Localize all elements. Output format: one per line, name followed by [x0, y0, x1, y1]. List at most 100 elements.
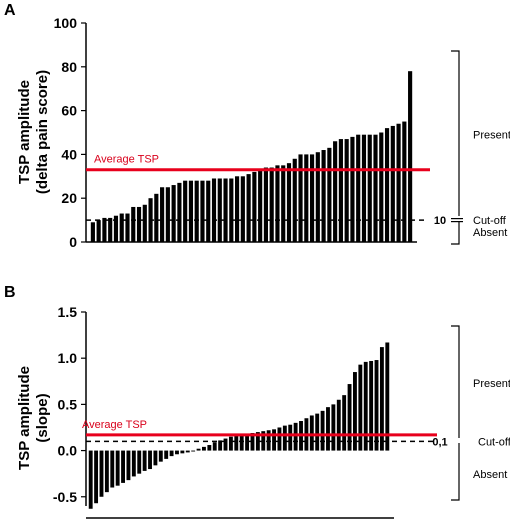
panel-a-bar	[96, 220, 101, 242]
panel-a-cutoff-text: Cut-off	[473, 215, 507, 227]
panel-b-bar	[245, 433, 250, 451]
panel-b-bar	[196, 448, 201, 451]
panel-b-bar	[202, 446, 206, 451]
panel-b-average-label: Average TSP	[82, 419, 147, 431]
panel-b-bar	[288, 424, 293, 451]
panel-b-bar	[169, 450, 174, 457]
panel-a-bar	[263, 167, 268, 242]
panel-b-bar	[336, 399, 341, 451]
panel-a-bar	[206, 180, 211, 242]
panel-b-bar	[239, 434, 244, 451]
panel-b-y-tick-label: 0.5	[58, 396, 78, 412]
panel-b-bar	[153, 450, 158, 466]
panel-a-bar	[188, 180, 194, 242]
panel-b-bar	[234, 435, 239, 451]
panel-a-bar	[102, 217, 107, 242]
panel-b-bar	[272, 429, 276, 451]
panel-b-label: B	[4, 284, 16, 301]
panel-b-bar	[94, 450, 99, 504]
panel-a-y-tick-label: 20	[61, 190, 77, 206]
panel-b-bracket	[451, 325, 460, 501]
panel-a-y-tick-label: 40	[61, 146, 77, 162]
panel-a-bar	[379, 132, 384, 242]
panel-a-bar	[269, 167, 274, 242]
panel-a-bar	[154, 193, 159, 242]
panel-a-bar	[183, 180, 188, 242]
panel-a-y-tick-label: 60	[61, 103, 77, 119]
panel-a-bar	[258, 169, 263, 242]
panel-a-ylabel-line2: (delta pain score)	[34, 70, 51, 194]
panel-a-bar	[367, 134, 372, 242]
panel-a-bar	[327, 147, 332, 242]
panel-b-bar	[137, 450, 142, 474]
panel-a-bar	[229, 178, 234, 242]
panel-a-ylabel-line1: TSP amplitude	[16, 80, 33, 184]
panel-b-bar	[164, 450, 169, 459]
panel-a-bar	[321, 150, 326, 242]
panel-a-absent-label: Absent	[473, 227, 507, 239]
panel-a-bar	[338, 139, 343, 242]
panel-b-bar	[223, 438, 228, 451]
panel-a-bar	[333, 141, 338, 242]
panel-b-bar	[353, 372, 357, 451]
panel-b-bar	[88, 450, 93, 509]
panel-b-cutoff-value: 0,1	[432, 436, 447, 448]
panel-a-average-label: Average TSP	[94, 154, 159, 166]
panel-a-present-label: Present	[473, 130, 510, 142]
panel-a-bar	[298, 154, 303, 242]
panel-a-bar	[200, 180, 205, 242]
panel-b-bar	[309, 415, 314, 451]
panel-a-bar	[356, 134, 361, 242]
panel-a-bar	[292, 158, 297, 242]
panel-a-bar	[235, 176, 240, 242]
panel-a-bar	[304, 154, 309, 242]
panel-b-bar	[191, 450, 196, 452]
panel-a-bar	[177, 182, 182, 242]
panel-a-bar	[286, 163, 292, 242]
panel-b-present-label: Present	[473, 378, 510, 390]
panel-a-y-tick-label: 80	[61, 59, 77, 75]
panel-b-bar	[142, 450, 147, 471]
panel-a-y-tick-label: 100	[54, 15, 78, 31]
panel-b-bar	[374, 360, 379, 451]
panel-a-bar	[125, 213, 130, 242]
panel-a-bar	[160, 187, 165, 242]
panel-a-bar	[384, 128, 390, 242]
panel-a-bar	[246, 174, 251, 242]
panel-b-bar	[326, 407, 330, 451]
panel-b-bar	[342, 395, 347, 451]
panel-b-ylabel-line1: TSP amplitude	[16, 366, 33, 470]
panel-b-y-tick-label: 1.0	[58, 350, 78, 366]
panel-a-label: A	[4, 2, 16, 19]
panel-a-bar	[131, 206, 136, 242]
panel-b-cutoff-text: Cut-off	[478, 436, 510, 448]
panel-b-y-tick-label: 0.0	[58, 443, 78, 459]
panel-b-bar	[180, 450, 185, 454]
panel-a-bar	[275, 165, 280, 242]
panel-a-y-tick-label: 0	[69, 234, 77, 250]
panel-b-bar	[261, 431, 266, 451]
panel-b-bar	[148, 450, 152, 470]
panel-a-bar	[350, 136, 355, 242]
panel-a-bar	[108, 217, 113, 242]
panel-a-bar	[402, 121, 407, 242]
panel-a-bracket	[451, 50, 460, 245]
panel-a-plot: 0 20 40 60 80 100 Average TSP 10 Cut-off Present A…	[54, 15, 510, 250]
panel-b-bar	[277, 427, 282, 451]
panel-a-bar	[252, 171, 257, 242]
panel-a-bar	[223, 178, 228, 242]
panel-b-bar	[363, 361, 368, 451]
panel-b-bar	[320, 410, 325, 451]
panel-b-bar	[175, 450, 179, 455]
panel-a-bar	[281, 165, 286, 242]
panel-b-bar	[282, 425, 287, 451]
panel-b-bar	[228, 436, 233, 451]
panel-b-y-tick-label: -0.5	[53, 489, 77, 505]
panel-b-plot: -0.5 0.0 0.5 1.0 1.5 Average TSP 0,1 Cut-off Pre…	[53, 304, 510, 519]
panel-a-bar	[119, 213, 124, 242]
panel-b-bar	[385, 342, 390, 451]
panel-b-bar	[121, 450, 125, 483]
panel-b-bar	[131, 450, 136, 477]
panel-b-absent-label: Absent	[473, 469, 507, 481]
panel-a-bar	[361, 134, 367, 242]
